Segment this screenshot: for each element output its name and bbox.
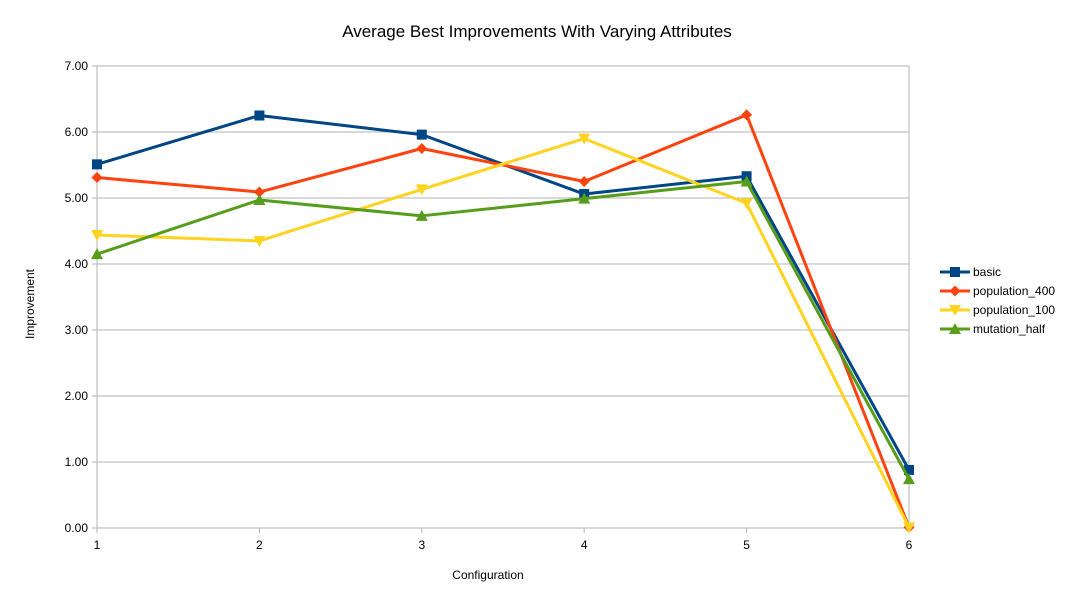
series-population_100 xyxy=(91,133,915,534)
legend-label: basic xyxy=(973,265,1001,279)
chart-title: Average Best Improvements With Varying A… xyxy=(342,22,732,41)
data-point xyxy=(91,229,103,241)
data-point xyxy=(253,186,265,198)
x-tick-label: 5 xyxy=(743,538,750,552)
data-point xyxy=(903,522,915,534)
legend-item: basic xyxy=(940,265,1001,279)
y-tick-label: 4.00 xyxy=(65,257,89,271)
legend-label: population_100 xyxy=(973,303,1055,317)
data-point xyxy=(253,193,266,205)
data-point xyxy=(91,248,103,260)
legend-marker xyxy=(949,285,961,297)
y-tick-label: 5.00 xyxy=(65,191,89,205)
data-point xyxy=(92,159,102,170)
y-axis-ticks: 0.00 1.00 2.00 3.00 4.00 5.00 6.00 7.00 xyxy=(65,59,97,535)
series-mutation_half xyxy=(91,175,915,485)
data-point xyxy=(578,176,590,187)
data-point xyxy=(415,184,428,196)
plot-area xyxy=(96,65,910,529)
series-line xyxy=(96,180,911,480)
x-tick-label: 3 xyxy=(418,538,425,552)
data-point xyxy=(903,473,915,485)
x-axis-label: Configuration xyxy=(452,568,523,582)
data-point xyxy=(578,192,591,204)
x-tick-label: 1 xyxy=(94,538,101,552)
x-tick-label: 2 xyxy=(256,538,263,552)
y-tick-label: 0.00 xyxy=(65,521,89,535)
series-line xyxy=(96,113,911,528)
y-tick-label: 6.00 xyxy=(65,125,89,139)
legend-item: population_100 xyxy=(940,303,1055,317)
series-layer xyxy=(91,109,915,534)
legend-marker xyxy=(949,323,961,334)
data-point xyxy=(904,464,914,475)
data-point xyxy=(578,133,591,145)
legend-item: population_400 xyxy=(940,284,1055,298)
data-point xyxy=(253,235,266,247)
legend: basic population_400 population_100mutatio… xyxy=(940,265,1055,336)
data-point xyxy=(741,109,753,121)
x-tick-label: 6 xyxy=(906,538,913,552)
legend-marker xyxy=(950,267,960,277)
legend-label: population_400 xyxy=(973,284,1055,298)
data-point xyxy=(740,198,753,210)
y-tick-label: 1.00 xyxy=(65,455,89,469)
x-tick-label: 4 xyxy=(581,538,588,552)
y-tick-label: 7.00 xyxy=(65,59,89,73)
y-tick-label: 2.00 xyxy=(65,389,89,403)
data-point xyxy=(415,209,428,221)
series-population_400 xyxy=(91,109,915,533)
data-point xyxy=(254,110,265,121)
grid-lines xyxy=(97,65,909,529)
data-point xyxy=(740,175,753,187)
data-point xyxy=(91,172,103,184)
series-line xyxy=(96,114,911,471)
data-point xyxy=(416,129,427,140)
legend-marker xyxy=(949,305,961,316)
legend-item: mutation_half xyxy=(940,322,1046,336)
legend-label: mutation_half xyxy=(973,322,1046,336)
y-tick-label: 3.00 xyxy=(65,323,89,337)
x-axis-ticks: 1 2 3 4 5 6 xyxy=(94,528,913,552)
y-axis-label: Improvement xyxy=(23,268,37,339)
data-point xyxy=(416,143,428,154)
series-line xyxy=(96,137,911,529)
